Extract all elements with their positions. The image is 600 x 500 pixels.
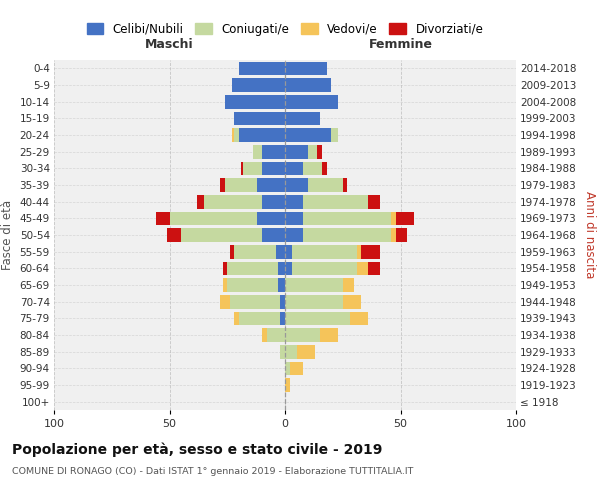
Text: Popolazione per età, sesso e stato civile - 2019: Popolazione per età, sesso e stato civil…	[12, 442, 382, 457]
Bar	[292, 262, 356, 275]
Bar	[257, 212, 285, 225]
Bar	[308, 178, 343, 192]
Bar	[285, 162, 304, 175]
Bar	[391, 228, 396, 242]
Bar	[396, 212, 415, 225]
Bar	[278, 278, 285, 292]
Bar	[317, 145, 322, 158]
Bar	[296, 345, 315, 358]
Bar	[292, 245, 356, 258]
Text: COMUNE DI RONAGO (CO) - Dati ISTAT 1° gennaio 2019 - Elaborazione TUTTITALIA.IT: COMUNE DI RONAGO (CO) - Dati ISTAT 1° ge…	[12, 468, 413, 476]
Bar	[285, 112, 320, 125]
Bar	[197, 195, 204, 208]
Bar	[234, 128, 239, 142]
Bar	[304, 162, 322, 175]
Bar	[320, 328, 338, 342]
Bar	[232, 128, 234, 142]
Bar	[304, 212, 391, 225]
Bar	[356, 245, 361, 258]
Bar	[227, 278, 278, 292]
Bar	[285, 345, 296, 358]
Bar	[239, 128, 285, 142]
Bar	[276, 245, 285, 258]
Bar	[290, 362, 304, 375]
Bar	[285, 295, 343, 308]
Bar	[285, 145, 308, 158]
Bar	[280, 345, 285, 358]
Bar	[262, 228, 285, 242]
Bar	[368, 195, 380, 208]
Bar	[239, 312, 280, 325]
Bar	[285, 128, 331, 142]
Bar	[220, 295, 230, 308]
Bar	[220, 178, 225, 192]
Bar	[368, 262, 380, 275]
Bar	[241, 162, 244, 175]
Bar	[230, 245, 234, 258]
Bar	[223, 278, 227, 292]
Bar	[285, 178, 308, 192]
Bar	[234, 112, 285, 125]
Bar	[234, 312, 239, 325]
Bar	[227, 262, 278, 275]
Bar	[285, 278, 343, 292]
Bar	[262, 195, 285, 208]
Bar	[278, 262, 285, 275]
Bar	[304, 228, 391, 242]
Bar	[257, 178, 285, 192]
Bar	[181, 228, 262, 242]
Bar	[285, 78, 331, 92]
Bar	[343, 278, 354, 292]
Bar	[356, 262, 368, 275]
Bar	[285, 378, 290, 392]
Bar	[361, 245, 380, 258]
Bar	[285, 95, 338, 108]
Bar	[280, 295, 285, 308]
Text: Femmine: Femmine	[368, 38, 433, 52]
Bar	[285, 212, 304, 225]
Bar	[350, 312, 368, 325]
Bar	[253, 145, 262, 158]
Bar	[396, 228, 407, 242]
Bar	[230, 295, 280, 308]
Bar	[266, 328, 285, 342]
Bar	[239, 62, 285, 75]
Bar	[225, 178, 257, 192]
Bar	[308, 145, 317, 158]
Bar	[285, 328, 320, 342]
Bar	[285, 262, 292, 275]
Bar	[304, 195, 368, 208]
Bar	[204, 195, 262, 208]
Bar	[234, 245, 276, 258]
Bar	[343, 295, 361, 308]
Bar	[155, 212, 170, 225]
Bar	[285, 312, 350, 325]
Bar	[331, 128, 338, 142]
Bar	[343, 178, 347, 192]
Bar	[232, 78, 285, 92]
Y-axis label: Anni di nascita: Anni di nascita	[583, 192, 596, 278]
Y-axis label: Fasce di età: Fasce di età	[1, 200, 14, 270]
Bar	[285, 362, 290, 375]
Text: Maschi: Maschi	[145, 38, 194, 52]
Bar	[223, 262, 227, 275]
Bar	[285, 228, 304, 242]
Bar	[262, 162, 285, 175]
Legend: Celibi/Nubili, Coniugati/e, Vedovi/e, Divorziati/e: Celibi/Nubili, Coniugati/e, Vedovi/e, Di…	[84, 20, 486, 38]
Bar	[322, 162, 326, 175]
Bar	[225, 95, 285, 108]
Bar	[262, 328, 266, 342]
Bar	[244, 162, 262, 175]
Bar	[285, 62, 326, 75]
Bar	[285, 195, 304, 208]
Bar	[262, 145, 285, 158]
Bar	[280, 312, 285, 325]
Bar	[169, 212, 257, 225]
Bar	[285, 245, 292, 258]
Bar	[167, 228, 181, 242]
Bar	[391, 212, 396, 225]
